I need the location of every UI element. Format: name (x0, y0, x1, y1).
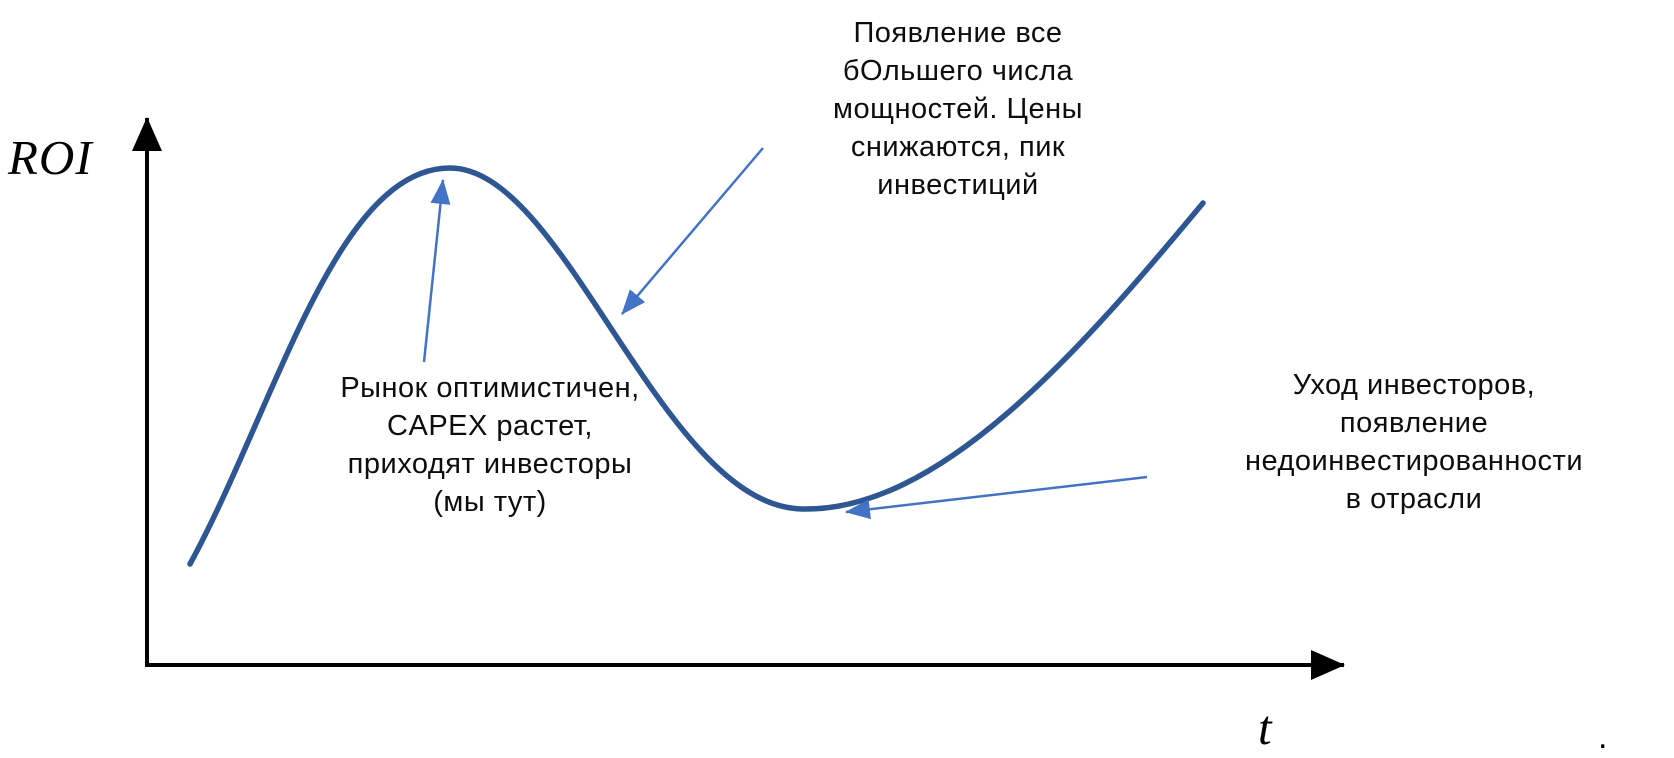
stray-period: . (1598, 718, 1608, 756)
callout-arrow-peak (422, 179, 451, 363)
callout-arrow-trough (845, 475, 1148, 520)
y-axis-label: ROI (8, 130, 93, 185)
x-axis-label: t (1258, 700, 1272, 755)
roi-curve (187, 165, 1206, 567)
callout-arrow-decline (621, 147, 764, 315)
annotation-capacity-growth: Появление все бОльшего числа мощностей. … (833, 17, 1083, 201)
annotation-market-optimism: Рынок оптимистичен, CAPEX растет, приход… (340, 372, 640, 518)
annotation-investor-exit: Уход инвесторов, появление недоинвестиро… (1244, 369, 1584, 515)
